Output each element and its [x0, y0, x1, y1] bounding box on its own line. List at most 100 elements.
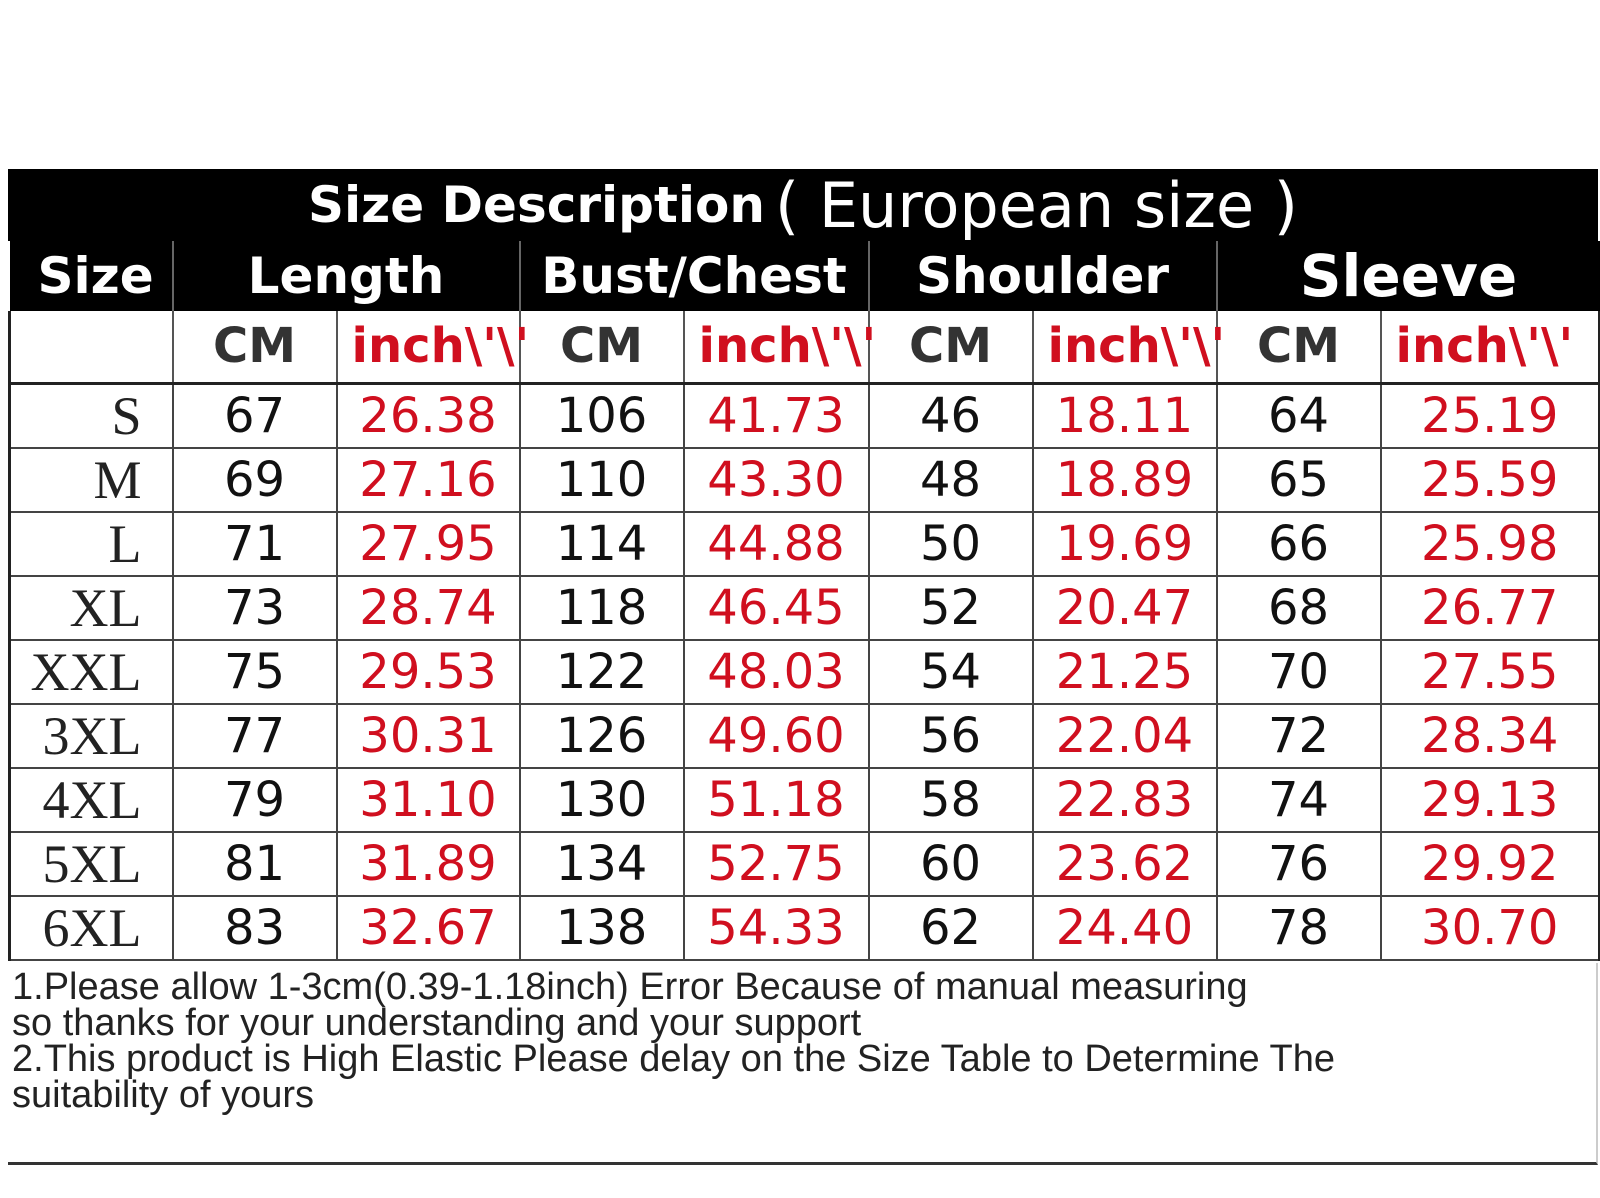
sleeve-cm-cell: 78 [1215, 895, 1381, 961]
table-row: XL 73 28.74 118 46.45 52 20.47 68 26.77 [8, 575, 1600, 641]
shoulder-inch-cell: 22.04 [1031, 703, 1217, 769]
table-row: S 67 26.38 106 41.73 46 18.11 64 25.19 [8, 383, 1600, 449]
shoulder-cm-cell: 60 [867, 831, 1033, 897]
table-row: M 69 27.16 110 43.30 48 18.89 65 25.59 [8, 447, 1600, 513]
bust-cm-cell: 138 [518, 895, 684, 961]
table-body: S 67 26.38 106 41.73 46 18.11 64 25.19 M 69 27.16 11… [8, 383, 1600, 961]
note-line: 1.Please allow 1-3cm(0.39-1.18inch) Erro… [12, 966, 1248, 1008]
shoulder-inch-cell: 21.25 [1031, 639, 1217, 705]
size-label: 6XL [8, 895, 173, 961]
length-cm-cell: 79 [171, 767, 337, 833]
bust-inch-cell: 48.03 [682, 639, 869, 705]
size-label: S [8, 383, 173, 449]
unit-size-blank [8, 311, 173, 385]
unit-length-cm: CM [171, 311, 337, 385]
length-inch-cell: 31.89 [335, 831, 520, 897]
table-row: XXL 75 29.53 122 48.03 54 21.25 70 27.55 [8, 639, 1600, 705]
bust-cm-cell: 130 [518, 767, 684, 833]
note-line: so thanks for your understanding and you… [12, 1002, 862, 1044]
header-bust: Bust/Chest [518, 241, 869, 311]
length-inch-cell: 28.74 [335, 575, 520, 641]
size-label: 4XL [8, 767, 173, 833]
unit-sleeve-cm: CM [1215, 311, 1381, 385]
sleeve-cm-cell: 76 [1215, 831, 1381, 897]
sleeve-inch-cell: 29.92 [1379, 831, 1600, 897]
size-table: Size Length Bust/Chest Shoulder Sleeve C… [8, 241, 1600, 961]
header-size: Size [9, 241, 173, 311]
shoulder-cm-cell: 62 [867, 895, 1033, 961]
sleeve-cm-cell: 64 [1215, 383, 1381, 449]
length-inch-cell: 27.95 [335, 511, 520, 577]
length-inch-cell: 27.16 [335, 447, 520, 513]
length-inch-cell: 26.38 [335, 383, 520, 449]
shoulder-cm-cell: 48 [867, 447, 1033, 513]
length-cm-cell: 73 [171, 575, 337, 641]
sleeve-inch-cell: 28.34 [1379, 703, 1600, 769]
length-inch-cell: 30.31 [335, 703, 520, 769]
bust-cm-cell: 122 [518, 639, 684, 705]
shoulder-cm-cell: 50 [867, 511, 1033, 577]
bust-cm-cell: 134 [518, 831, 684, 897]
note-line: 2.This product is High Elastic Please de… [12, 1038, 1335, 1080]
sleeve-cm-cell: 68 [1215, 575, 1381, 641]
size-label: XXL [8, 639, 173, 705]
sleeve-inch-cell: 25.19 [1379, 383, 1600, 449]
table-row: 3XL 77 30.31 126 49.60 56 22.04 72 28.34 [8, 703, 1600, 769]
table-row: L 71 27.95 114 44.88 50 19.69 66 25.98 [8, 511, 1600, 577]
bust-inch-cell: 54.33 [682, 895, 869, 961]
bust-inch-cell: 43.30 [682, 447, 869, 513]
length-cm-cell: 67 [171, 383, 337, 449]
header-length: Length [171, 241, 520, 311]
header-row: Size Length Bust/Chest Shoulder Sleeve [9, 241, 1600, 311]
note-line: suitability of yours [12, 1074, 315, 1116]
bust-inch-cell: 52.75 [682, 831, 869, 897]
unit-bust-inch: inch\'\' [682, 311, 876, 385]
shoulder-cm-cell: 58 [867, 767, 1033, 833]
length-inch-cell: 29.53 [335, 639, 520, 705]
shoulder-inch-cell: 19.69 [1031, 511, 1217, 577]
bust-inch-cell: 44.88 [682, 511, 869, 577]
length-inch-cell: 31.10 [335, 767, 520, 833]
length-cm-cell: 77 [171, 703, 337, 769]
title-sub: ( European size ) [774, 168, 1298, 242]
shoulder-inch-cell: 18.11 [1031, 383, 1217, 449]
sleeve-inch-cell: 25.59 [1379, 447, 1600, 513]
sleeve-cm-cell: 74 [1215, 767, 1381, 833]
unit-length-inch: inch\'\' [335, 311, 529, 385]
length-cm-cell: 71 [171, 511, 337, 577]
bust-cm-cell: 118 [518, 575, 684, 641]
shoulder-inch-cell: 22.83 [1031, 767, 1217, 833]
bust-inch-cell: 49.60 [682, 703, 869, 769]
sleeve-inch-cell: 30.70 [1379, 895, 1600, 961]
shoulder-cm-cell: 46 [867, 383, 1033, 449]
sleeve-cm-cell: 65 [1215, 447, 1381, 513]
unit-row: CM inch\'\' CM inch\'\' CM inch\'\' CM i… [8, 311, 1600, 385]
sleeve-cm-cell: 66 [1215, 511, 1381, 577]
bust-inch-cell: 46.45 [682, 575, 869, 641]
unit-sleeve-inch: inch\'\' [1379, 311, 1600, 385]
sleeve-cm-cell: 70 [1215, 639, 1381, 705]
shoulder-inch-cell: 18.89 [1031, 447, 1217, 513]
sleeve-inch-cell: 25.98 [1379, 511, 1600, 577]
unit-shoulder-inch: inch\'\' [1031, 311, 1225, 385]
shoulder-cm-cell: 52 [867, 575, 1033, 641]
length-inch-cell: 32.67 [335, 895, 520, 961]
length-cm-cell: 81 [171, 831, 337, 897]
bust-cm-cell: 110 [518, 447, 684, 513]
size-label: 5XL [8, 831, 173, 897]
sleeve-cm-cell: 72 [1215, 703, 1381, 769]
table-title: Size Description ( European size ) [8, 168, 1598, 242]
header-shoulder: Shoulder [867, 241, 1217, 311]
shoulder-cm-cell: 54 [867, 639, 1033, 705]
table-row: 4XL 79 31.10 130 51.18 58 22.83 74 29.13 [8, 767, 1600, 833]
sleeve-inch-cell: 26.77 [1379, 575, 1600, 641]
bust-cm-cell: 126 [518, 703, 684, 769]
table-row: 6XL 83 32.67 138 54.33 62 24.40 78 30.70 [8, 895, 1600, 961]
length-cm-cell: 75 [171, 639, 337, 705]
header-sleeve: Sleeve [1215, 241, 1600, 311]
length-cm-cell: 69 [171, 447, 337, 513]
shoulder-inch-cell: 23.62 [1031, 831, 1217, 897]
shoulder-inch-cell: 24.40 [1031, 895, 1217, 961]
unit-bust-cm: CM [518, 311, 684, 385]
bust-inch-cell: 51.18 [682, 767, 869, 833]
